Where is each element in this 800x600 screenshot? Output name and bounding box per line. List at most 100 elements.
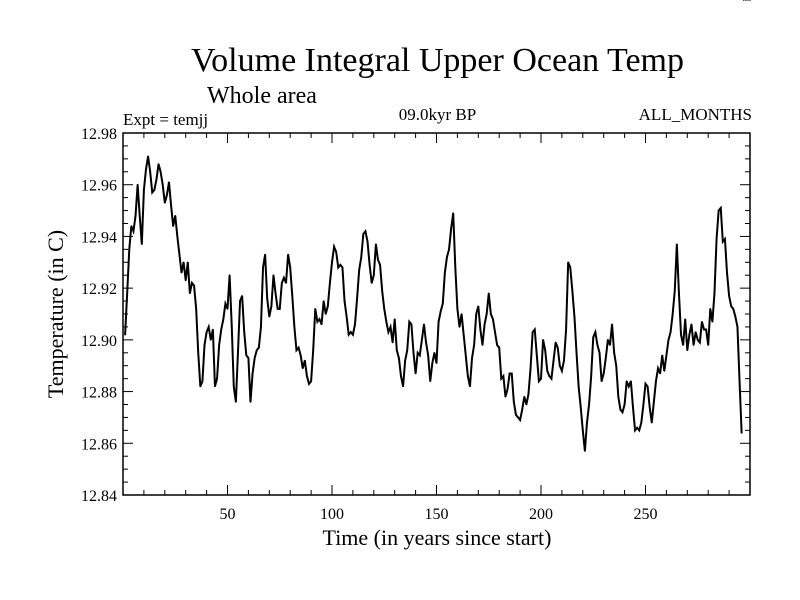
x-tick-label: 150 <box>425 506 449 523</box>
data-point <box>552 359 555 362</box>
data-point <box>141 243 143 245</box>
data-point <box>533 328 536 331</box>
y-tick-label: 12.96 <box>81 178 117 195</box>
data-point <box>441 302 444 305</box>
data-point <box>414 372 417 375</box>
data-point <box>186 261 189 264</box>
data-point <box>161 183 164 186</box>
data-point <box>157 163 160 165</box>
data-point <box>412 351 415 354</box>
data-point <box>604 357 607 359</box>
data-point <box>431 362 434 364</box>
data-point <box>657 367 659 370</box>
data-point <box>577 385 580 388</box>
data-point <box>220 328 223 331</box>
data-point <box>362 233 365 235</box>
data-point <box>230 323 233 326</box>
data-point <box>567 261 569 264</box>
data-point <box>502 375 505 377</box>
data-point <box>343 300 346 302</box>
data-point <box>740 432 743 434</box>
data-point <box>172 225 174 227</box>
data-point <box>276 308 279 310</box>
data-point <box>602 372 605 375</box>
data-point <box>680 333 682 336</box>
data-point <box>669 331 672 333</box>
x-axis-label: Time (in years since start) <box>323 525 552 550</box>
y-tick-label: 12.92 <box>81 281 117 298</box>
data-point <box>715 238 718 240</box>
data-point <box>456 308 459 310</box>
data-point <box>159 170 162 173</box>
data-point <box>222 318 225 320</box>
data-point <box>368 264 371 266</box>
data-point <box>571 289 574 292</box>
data-point <box>308 383 310 385</box>
data-point <box>521 408 523 411</box>
data-point <box>128 248 131 251</box>
data-point <box>719 207 722 209</box>
data-point <box>366 240 369 243</box>
data-point <box>579 406 582 408</box>
data-point <box>124 333 126 336</box>
data-point <box>611 323 613 326</box>
data-point <box>479 328 482 331</box>
data-point <box>404 359 406 362</box>
data-point <box>174 214 177 217</box>
data-point <box>450 227 452 230</box>
data-point <box>659 372 661 375</box>
data-point <box>418 354 421 357</box>
data-point <box>312 349 314 352</box>
data-point <box>189 292 191 295</box>
data-point <box>584 450 586 452</box>
data-point <box>429 380 432 383</box>
data-point <box>153 189 156 191</box>
data-point <box>297 346 300 349</box>
data-point <box>327 305 329 308</box>
data-point <box>607 339 609 341</box>
data-point <box>299 354 302 357</box>
data-point <box>170 204 172 207</box>
data-point <box>594 331 597 333</box>
data-point <box>600 380 603 383</box>
data-point <box>661 354 664 357</box>
data-point <box>477 305 480 308</box>
data-point <box>575 351 578 354</box>
data-point <box>646 385 649 388</box>
data-point <box>724 238 726 240</box>
data-point <box>696 339 699 341</box>
data-point <box>287 253 289 256</box>
data-point <box>690 323 693 326</box>
data-point <box>634 429 636 432</box>
data-point <box>538 380 540 383</box>
data-point <box>694 331 697 333</box>
data-point <box>565 328 567 331</box>
data-point <box>563 359 565 362</box>
data-point <box>360 256 363 258</box>
data-point <box>527 393 530 395</box>
data-point <box>301 367 304 370</box>
data-point <box>444 271 446 274</box>
data-point <box>329 282 331 284</box>
data-point <box>701 320 703 323</box>
data-point <box>673 289 676 292</box>
data-point <box>383 308 386 310</box>
data-point <box>742 0 745 1</box>
data-points <box>124 0 751 452</box>
data-point <box>410 323 413 326</box>
data-point <box>452 212 455 214</box>
data-point <box>377 258 379 261</box>
data-point <box>598 351 601 354</box>
data-point <box>389 326 392 328</box>
data-point <box>239 300 241 302</box>
data-point <box>138 214 141 217</box>
data-point <box>458 326 461 328</box>
data-point <box>617 395 620 398</box>
data-point <box>569 266 572 269</box>
data-point <box>588 403 590 406</box>
period-label: 09.0kyr BP <box>398 105 477 124</box>
chart-title: Volume Integral Upper Ocean Temp <box>191 42 684 79</box>
data-point <box>270 305 273 308</box>
data-point <box>356 297 358 300</box>
data-point <box>201 380 204 383</box>
